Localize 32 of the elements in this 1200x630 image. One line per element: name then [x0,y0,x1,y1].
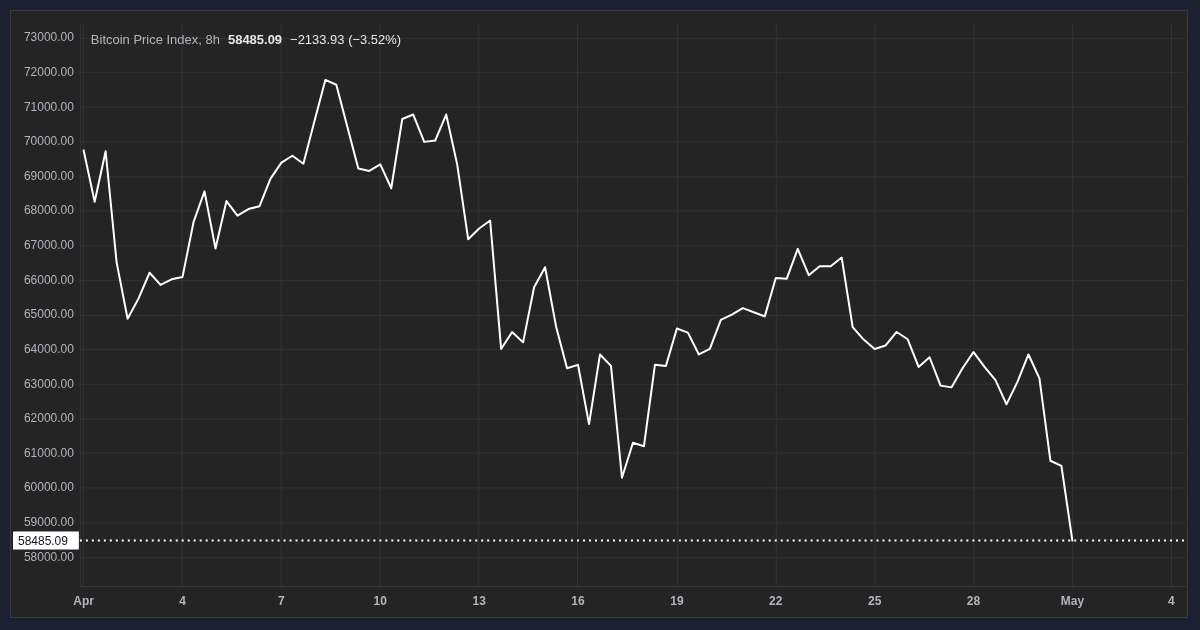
y-tick-label: 71000.00 [23,99,75,114]
y-tick-label: 66000.00 [23,272,75,287]
y-tick-label: 65000.00 [23,307,75,322]
x-tick-label: May [1060,593,1085,608]
y-tick-label: 62000.00 [23,411,75,426]
text: Bitcoin Price Index, 8h [90,31,220,47]
x-tick-label: 7 [278,593,286,608]
x-tick-label: Apr [73,593,95,608]
y-tick-label: 61000.00 [23,445,75,460]
y-tick-label: 63000.00 [23,376,75,391]
x-tick-label: 28 [966,593,981,608]
ref-line-label: 58485.09 [17,533,69,548]
x-tick-label: 10 [373,593,388,608]
annotation: −2133.93 (−3.52%) [290,31,402,47]
y-tick-label: 73000.00 [23,30,75,45]
y-tick-label: 70000.00 [23,134,75,149]
x-tick-label: 16 [571,593,586,608]
x-tick-label: 4 [179,593,187,608]
y-tick-label: 67000.00 [23,238,75,253]
x-tick-label: 13 [472,593,487,608]
x-tick-label: 25 [867,593,882,608]
y-tick-label: 72000.00 [23,64,75,79]
y-tick-label: 64000.00 [23,341,75,356]
annotation: 58485.09 [227,31,283,47]
x-tick-label: 19 [670,593,684,608]
x-tick-label: 22 [769,593,783,608]
y-tick-label: 58000.00 [23,549,75,564]
y-tick-label: 60000.00 [23,480,75,495]
y-tick-label: 69000.00 [23,168,75,183]
y-tick-label: 68000.00 [23,203,75,218]
y-tick-label: 59000.00 [23,515,75,530]
x-tick-label: 4 [1167,593,1175,608]
